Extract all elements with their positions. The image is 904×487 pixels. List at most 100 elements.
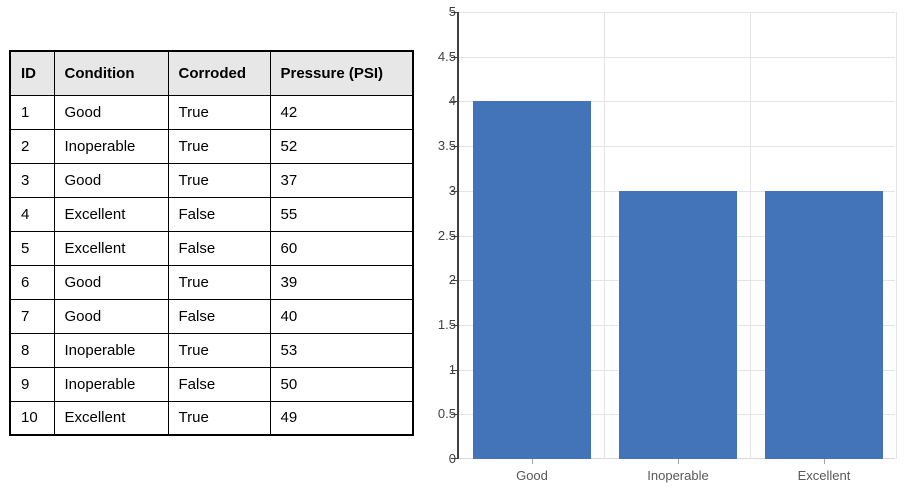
table-cell: 5	[9, 230, 55, 266]
x-category-label: Inoperable	[647, 468, 709, 483]
x-axis-tick	[678, 459, 679, 464]
y-axis-tick	[451, 369, 459, 371]
table-cell: 42	[269, 94, 414, 130]
table-cell: 10	[9, 400, 55, 436]
y-tick-label: 4.5	[437, 48, 456, 64]
table-row: 1 Good True 42	[9, 94, 414, 130]
y-tick-label: 1.5	[437, 316, 456, 332]
table-cell: Inoperable	[53, 332, 169, 368]
table-header-row: ID Condition Corroded Pressure (PSI)	[9, 50, 414, 96]
table-row: ID Condition Corroded Pressure (PSI)	[9, 50, 414, 96]
table-row: 4 Excellent False 55	[9, 196, 414, 232]
table-cell: 37	[269, 162, 414, 198]
y-tick-label: 3.5	[437, 138, 456, 154]
table-cell: True	[167, 332, 271, 368]
table-cell: False	[167, 196, 271, 232]
y-axis-tick	[451, 280, 459, 282]
horizontal-gridline	[459, 280, 895, 282]
table-row: 5 Excellent False 60	[9, 230, 414, 266]
vertical-gridline	[896, 12, 897, 459]
y-tick-label: 2.5	[437, 227, 456, 243]
y-axis-tick	[451, 101, 459, 103]
horizontal-gridline	[459, 146, 895, 148]
table-cell: 4	[9, 196, 55, 232]
table-cell: True	[167, 94, 271, 130]
table-cell: 7	[9, 298, 55, 334]
y-axis-tick	[451, 56, 459, 58]
y-tick-label: 3	[448, 182, 456, 198]
table-cell: 8	[9, 332, 55, 368]
table-row: 9 Inoperable False 50	[9, 366, 414, 402]
y-axis-tick	[451, 414, 459, 416]
table-cell: Inoperable	[53, 366, 169, 402]
table-cell: Good	[53, 298, 169, 334]
y-axis-tick	[451, 190, 459, 192]
bar-good	[472, 101, 592, 459]
x-category-label: Good	[516, 468, 548, 483]
table-cell: Inoperable	[53, 128, 169, 164]
y-axis-tick	[451, 146, 459, 148]
table-cell: 39	[269, 264, 414, 300]
y-tick-label: 0.5	[437, 406, 456, 422]
bar-inoperable	[618, 190, 738, 459]
horizontal-gridline	[459, 369, 895, 371]
y-tick-label: 5	[448, 4, 456, 19]
x-axis-line	[459, 458, 895, 459]
table-cell: 55	[269, 196, 414, 232]
table-cell: 6	[9, 264, 55, 300]
x-category-label: Excellent	[797, 468, 851, 483]
plot-area: Good Inoperable Excellent	[451, 12, 897, 483]
table-cell: 40	[269, 298, 414, 334]
column-header: Corroded	[167, 50, 271, 96]
bar-excellent	[764, 190, 884, 459]
table-cell: 50	[269, 366, 414, 402]
table-row: 3 Good True 37	[9, 162, 414, 198]
table-row: 6 Good True 39	[9, 264, 414, 300]
table-cell: 52	[269, 128, 414, 164]
horizontal-gridline	[459, 414, 895, 416]
table-cell: Good	[53, 94, 169, 130]
y-axis-tick	[451, 235, 459, 237]
y-tick-label: 0	[448, 451, 456, 466]
table-cell: True	[167, 264, 271, 300]
table-cell: Excellent	[53, 400, 169, 436]
table-cell: 49	[269, 400, 414, 436]
vertical-gridline	[750, 12, 751, 459]
pipe-data-table: ID Condition Corroded Pressure (PSI) 1 Good T…	[9, 50, 414, 436]
table-cell: 9	[9, 366, 55, 402]
table-cell: 53	[269, 332, 414, 368]
table-cell: 3	[9, 162, 55, 198]
table-row: 7 Good False 40	[9, 298, 414, 334]
y-tick-label: 4	[448, 93, 456, 109]
y-axis-tick	[451, 12, 459, 13]
horizontal-gridline	[459, 235, 895, 237]
x-axis-tick	[532, 459, 533, 464]
y-tick-label: 1	[448, 361, 456, 377]
table-cell: False	[167, 298, 271, 334]
table-cell: False	[167, 230, 271, 266]
table-cell: Good	[53, 264, 169, 300]
table-row: 10 Excellent True 49	[9, 400, 414, 436]
table-cell: Excellent	[53, 230, 169, 266]
y-axis-tick	[451, 458, 459, 459]
horizontal-gridline	[459, 12, 895, 13]
table-cell: True	[167, 400, 271, 436]
horizontal-gridline	[459, 324, 895, 326]
table-cell: 1	[9, 94, 55, 130]
horizontal-gridline	[459, 101, 895, 103]
y-axis-tick	[451, 324, 459, 326]
table-cell: True	[167, 162, 271, 198]
table-row: 2 Inoperable True 52	[9, 128, 414, 164]
horizontal-gridline	[459, 56, 895, 58]
table-cell: 2	[9, 128, 55, 164]
table-cell: False	[167, 366, 271, 402]
column-header: Condition	[53, 50, 169, 96]
table-cell: 60	[269, 230, 414, 266]
y-tick-label: 2	[448, 272, 456, 288]
table-cell: Good	[53, 162, 169, 198]
table-cell: Excellent	[53, 196, 169, 232]
table-row: 8 Inoperable True 53	[9, 332, 414, 368]
table-cell: True	[167, 128, 271, 164]
x-axis-tick	[824, 459, 825, 464]
column-header: Pressure (PSI)	[269, 50, 414, 96]
